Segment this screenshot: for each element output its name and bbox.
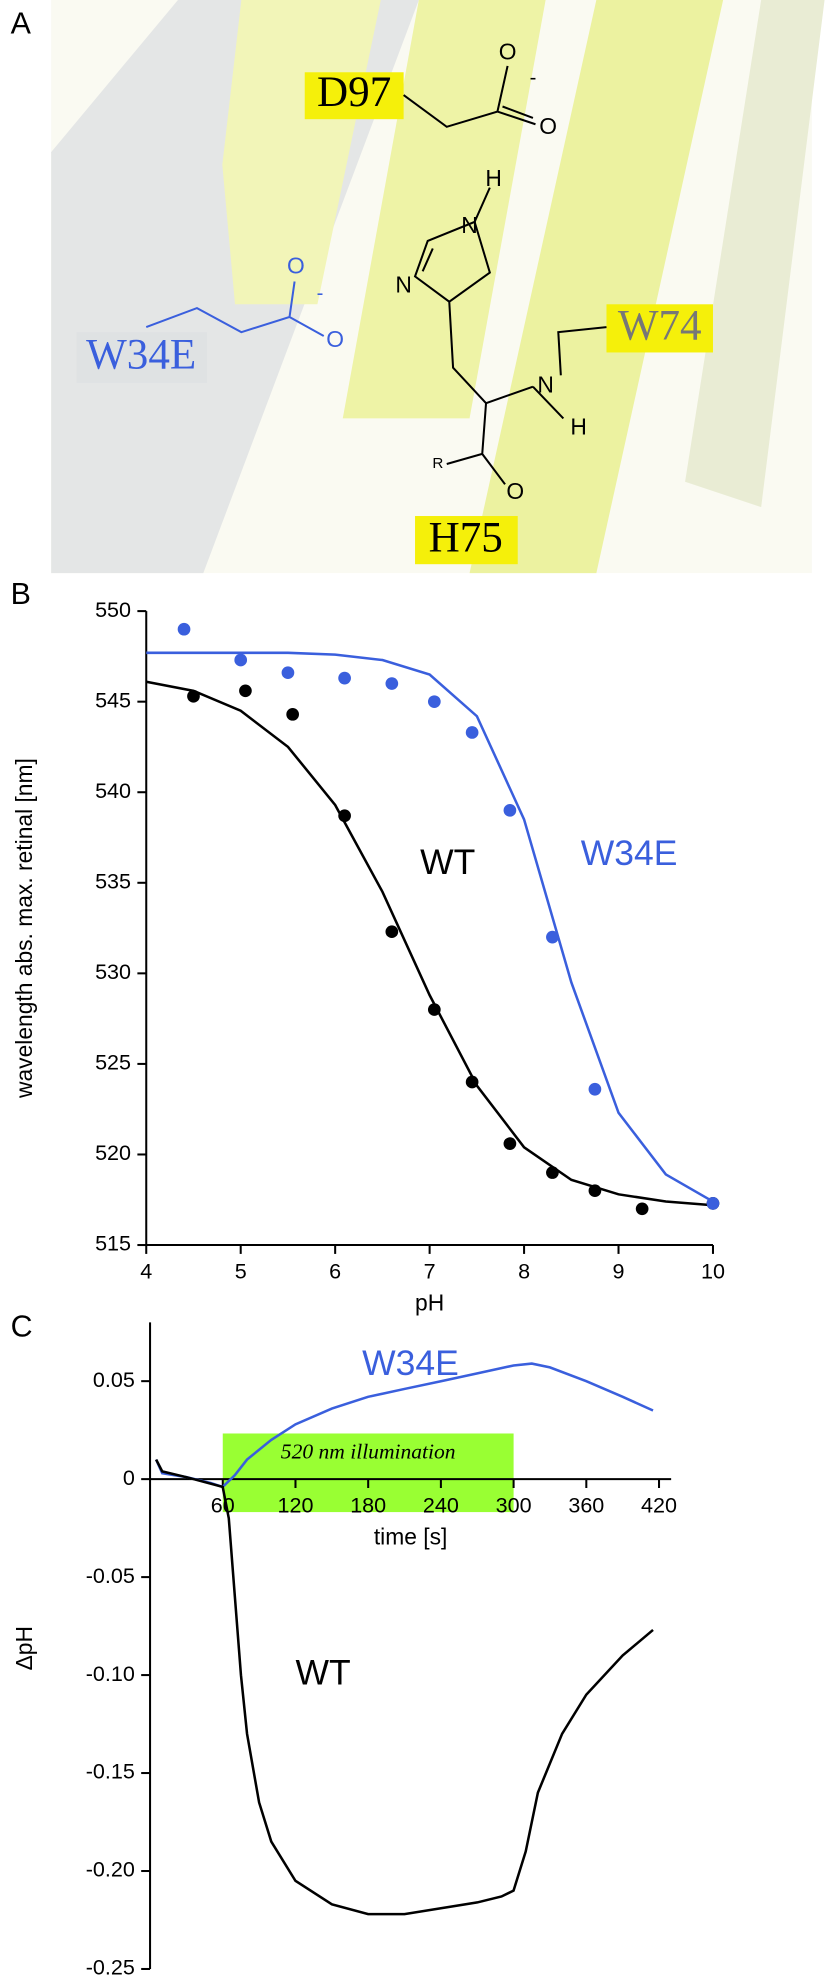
- panel-label: A: [11, 6, 32, 40]
- panel-label: B: [11, 577, 31, 611]
- y-tick-label: -0.20: [86, 1857, 135, 1882]
- x-tick-label: 10: [701, 1259, 725, 1284]
- atom: N: [537, 372, 553, 398]
- x-tick-label: 8: [518, 1259, 530, 1284]
- residue-box: [76, 332, 208, 383]
- atom: -: [317, 283, 324, 305]
- data-point: [546, 930, 559, 944]
- data-point: [234, 653, 248, 667]
- residue-label: H75: [429, 514, 503, 561]
- series-label: WT: [295, 1652, 350, 1692]
- atom: N: [395, 272, 411, 298]
- residue-label: W34E: [86, 332, 196, 379]
- data-point: [588, 1082, 602, 1096]
- series-label: W34E: [581, 833, 678, 873]
- y-tick-label: 515: [95, 1231, 131, 1256]
- y-tick-label: 525: [95, 1050, 131, 1075]
- atom: H: [485, 165, 501, 191]
- data-point: [385, 677, 399, 690]
- y-axis-label: wavelength abs. max. retinal [nm]: [11, 758, 37, 1099]
- x-tick-label: 6: [329, 1259, 341, 1284]
- y-tick-label: -0.25: [86, 1955, 135, 1980]
- data-point: [465, 1075, 479, 1089]
- atom: O: [287, 253, 305, 279]
- data-point: [465, 726, 479, 739]
- y-tick-label: 540: [95, 778, 131, 803]
- y-tick-label: 550: [95, 597, 131, 622]
- fit-curve: [146, 680, 714, 1207]
- data-point: [706, 1197, 720, 1210]
- bond: [413, 187, 607, 485]
- data-point: [239, 684, 252, 698]
- x-tick-label: 180: [350, 1493, 386, 1518]
- y-tick-label: 0: [123, 1465, 135, 1490]
- x-tick-label: 300: [496, 1493, 532, 1518]
- atom: R: [432, 455, 443, 472]
- data-point: [338, 809, 351, 823]
- x-tick-label: 7: [424, 1259, 436, 1284]
- atom: O: [326, 326, 344, 352]
- residue-box: [304, 72, 404, 120]
- helix-gray-yellow: [685, 0, 825, 508]
- x-tick-label: 4: [140, 1259, 152, 1284]
- y-tick-label: 545: [95, 687, 131, 712]
- data-point: [385, 925, 399, 939]
- data-point: [503, 804, 517, 817]
- x-tick-label: 240: [423, 1493, 459, 1518]
- data-point: [588, 1184, 602, 1198]
- residue-label: W74: [618, 303, 702, 350]
- y-tick-label: -0.10: [86, 1661, 135, 1686]
- data-point: [427, 1003, 441, 1016]
- y-tick-label: 0.05: [93, 1367, 135, 1392]
- data-point: [427, 695, 441, 709]
- residue-box: [606, 304, 713, 353]
- data-point: [635, 1202, 649, 1216]
- illumination-band: [222, 1433, 514, 1513]
- x-tick-label: 60: [211, 1493, 235, 1518]
- data-point: [177, 622, 191, 636]
- x-tick-label: 360: [568, 1493, 604, 1518]
- helix-yellow: [469, 0, 724, 574]
- series-line: [155, 1458, 654, 1916]
- atom: O: [499, 38, 517, 64]
- residue-label: D97: [317, 69, 391, 116]
- x-axis-label: pH: [415, 1290, 444, 1316]
- data-point: [286, 708, 299, 721]
- x-tick-label: 420: [641, 1493, 677, 1518]
- series-label: W34E: [362, 1343, 459, 1383]
- y-axis-label: ΔpH: [11, 1626, 37, 1670]
- y-tick-label: -0.15: [86, 1759, 135, 1784]
- atom: -: [530, 67, 537, 89]
- y-tick-label: 520: [95, 1140, 131, 1165]
- atom: O: [506, 478, 524, 504]
- atom: O: [539, 113, 557, 139]
- data-point: [338, 671, 351, 685]
- atom: H: [570, 414, 586, 440]
- helix-yellow: [342, 0, 546, 419]
- illumination-label: 520 nm illumination: [281, 1440, 456, 1464]
- fit-curve: [146, 651, 714, 1203]
- bond: [403, 65, 536, 128]
- residue-box: [415, 516, 518, 565]
- y-tick-label: -0.05: [86, 1563, 135, 1588]
- data-point: [546, 1166, 559, 1179]
- x-tick-label: 5: [235, 1259, 247, 1284]
- panel-a: A D97 W34E W74 H75 O - O H N N N H R O O…: [11, 0, 825, 574]
- x-tick-label: 120: [277, 1493, 313, 1518]
- x-axis-label: time [s]: [374, 1524, 448, 1550]
- y-tick-label: 530: [95, 959, 131, 984]
- data-point: [187, 689, 200, 703]
- bond: [145, 281, 325, 337]
- y-tick-label: 535: [95, 868, 131, 893]
- series-label: WT: [420, 842, 475, 882]
- atom: N: [461, 212, 477, 238]
- data-point: [503, 1137, 517, 1150]
- data-point: [281, 666, 295, 680]
- x-tick-label: 9: [613, 1259, 625, 1284]
- panel-label: C: [11, 1310, 33, 1344]
